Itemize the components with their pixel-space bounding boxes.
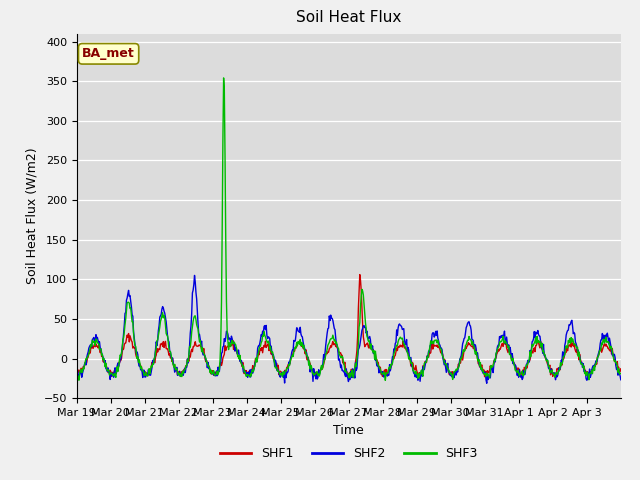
SHF3 — [264, 338, 272, 344]
SHF3 — [285, 361, 292, 367]
SHF2 — [137, 367, 145, 373]
SHF3 — [137, 365, 145, 371]
SHF3 — [617, 371, 625, 376]
SHF1 — [264, 343, 271, 348]
SHF2 — [483, 380, 491, 386]
Title: Soil Heat Flux: Soil Heat Flux — [296, 11, 401, 25]
Line: SHF2: SHF2 — [77, 276, 621, 383]
SHF1 — [237, 358, 244, 364]
Legend: SHF1, SHF2, SHF3: SHF1, SHF2, SHF3 — [214, 442, 483, 465]
SHF1 — [137, 363, 145, 369]
SHF2 — [73, 374, 81, 380]
Line: SHF3: SHF3 — [77, 78, 621, 380]
SHF1 — [436, 347, 444, 352]
SHF2 — [285, 359, 292, 365]
SHF1 — [406, 356, 413, 361]
Text: BA_met: BA_met — [82, 48, 135, 60]
SHF1 — [73, 369, 81, 374]
SHF3 — [237, 360, 245, 366]
SHF1 — [356, 272, 364, 277]
SHF3 — [437, 346, 445, 352]
Y-axis label: Soil Heat Flux (W/m2): Soil Heat Flux (W/m2) — [25, 148, 38, 284]
Line: SHF1: SHF1 — [77, 275, 621, 377]
SHF2 — [237, 358, 245, 363]
SHF3 — [220, 75, 227, 81]
SHF3 — [73, 370, 81, 376]
SHF2 — [264, 334, 272, 340]
SHF2 — [191, 273, 198, 278]
SHF1 — [284, 362, 292, 368]
X-axis label: Time: Time — [333, 424, 364, 437]
SHF1 — [617, 366, 625, 372]
SHF3 — [406, 357, 414, 362]
SHF3 — [381, 377, 389, 383]
SHF2 — [617, 377, 625, 383]
SHF2 — [406, 356, 413, 361]
SHF2 — [436, 342, 444, 348]
SHF1 — [481, 374, 488, 380]
